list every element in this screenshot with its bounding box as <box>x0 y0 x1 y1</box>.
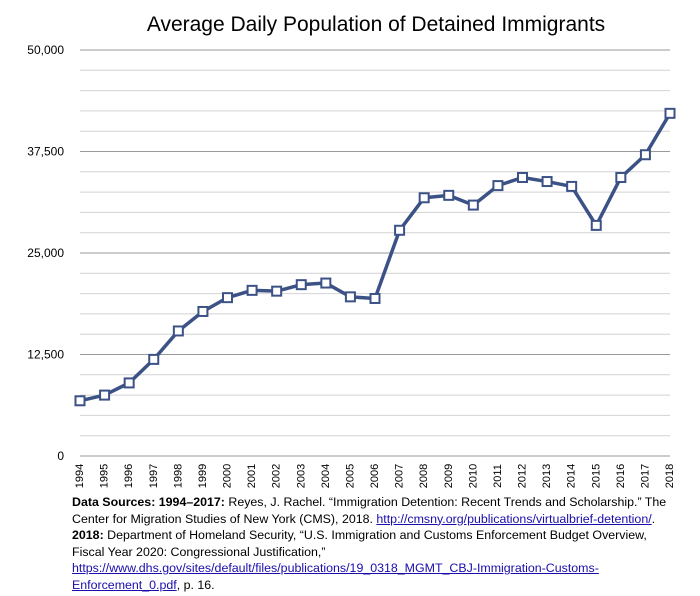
cms-link[interactable]: http://cmsny.org/publications/virtualbri… <box>376 511 652 526</box>
y-tick-label: 0 <box>57 449 64 463</box>
x-tick-label: 1998 <box>172 464 184 488</box>
x-axis-tick-labels: 1994 1995 1996 1997 1998 1999 2000 2001 2002 2003… <box>74 464 676 488</box>
data-point-marker <box>590 219 602 231</box>
x-tick-label: 2012 <box>517 464 529 488</box>
data-point-marker <box>541 176 553 188</box>
x-tick-label: 2011 <box>492 464 504 488</box>
x-tick-label: 2018 <box>664 464 676 488</box>
x-tick-label: 2004 <box>320 464 332 488</box>
x-tick-label: 1994 <box>74 464 86 488</box>
data-point-marker <box>123 377 135 389</box>
data-point-marker <box>639 149 651 161</box>
data-point-marker <box>369 292 381 304</box>
x-tick-label: 2008 <box>418 464 430 488</box>
chart-area: Average Daily Population of Detained Imm… <box>27 13 676 488</box>
data-point-marker <box>99 389 111 401</box>
data-point-marker <box>443 189 455 201</box>
x-tick-label: 1997 <box>148 464 160 488</box>
data-point-marker <box>74 395 86 407</box>
gridlines <box>80 49 670 457</box>
data-point-marker <box>295 279 307 291</box>
sources-label-1994-2017: Data Sources: 1994–2017: <box>72 495 225 509</box>
data-point-marker <box>148 353 160 365</box>
x-tick-label: 2001 <box>246 464 258 488</box>
data-point-marker <box>271 285 283 297</box>
sources-text-1: Reyes, J. Rachel. “Immigration Detention… <box>72 495 667 526</box>
x-tick-label: 2000 <box>222 464 234 488</box>
data-point-marker <box>467 199 479 211</box>
y-tick-label: 50,000 <box>27 43 64 57</box>
x-tick-label: 2009 <box>443 464 455 488</box>
y-axis-tick-labels: 0 12,500 25,000 37,500 50,000 <box>27 43 64 463</box>
data-point-marker <box>418 192 430 204</box>
sources-text-2: . <box>651 511 656 526</box>
x-tick-label: 2006 <box>369 464 381 488</box>
chart-title: Average Daily Population of Detained Imm… <box>147 13 605 36</box>
x-tick-label: 2005 <box>344 464 356 488</box>
dhs-link[interactable]: https://www.dhs.gov/sites/default/files/… <box>72 561 599 592</box>
data-point-marker <box>664 107 676 119</box>
y-tick-label: 12,500 <box>27 348 64 362</box>
x-tick-label: 2002 <box>271 464 283 488</box>
sources-text-4: , p. 16. <box>176 577 215 592</box>
x-tick-label: 2015 <box>590 464 602 488</box>
y-tick-label: 37,500 <box>27 145 64 159</box>
data-point-marker <box>394 224 406 236</box>
data-point-marker <box>344 291 356 303</box>
x-tick-label: 2007 <box>394 464 406 488</box>
x-tick-label: 2010 <box>467 464 479 488</box>
x-tick-label: 1999 <box>197 464 209 488</box>
data-point-marker <box>222 292 233 304</box>
y-tick-label: 25,000 <box>27 246 64 260</box>
data-point-marker <box>197 305 209 317</box>
data-point-marker <box>246 284 258 296</box>
x-tick-label: 2017 <box>639 464 651 488</box>
data-point-marker <box>566 180 578 192</box>
sources-text-3: Department of Homeland Security, “U.S. I… <box>72 528 647 559</box>
data-point-marker <box>172 325 184 337</box>
x-tick-label: 1995 <box>99 464 111 488</box>
x-tick-label: 2013 <box>541 464 553 488</box>
data-point-marker <box>320 277 332 289</box>
x-tick-label: 2003 <box>295 464 307 488</box>
data-point-marker <box>517 171 528 183</box>
x-tick-label: 1996 <box>123 464 135 488</box>
data-point-marker <box>615 171 627 183</box>
x-tick-label: 2016 <box>615 464 627 488</box>
sources-label-2018: 2018: <box>72 528 104 542</box>
line-chart: Average Daily Population of Detained Imm… <box>27 13 676 488</box>
data-sources-note: Data Sources: 1994–2017: Reyes, J. Rache… <box>72 494 682 593</box>
x-tick-label: 2014 <box>566 464 578 488</box>
series-line <box>79 112 672 403</box>
data-point-marker <box>492 180 504 192</box>
data-series <box>74 107 676 407</box>
